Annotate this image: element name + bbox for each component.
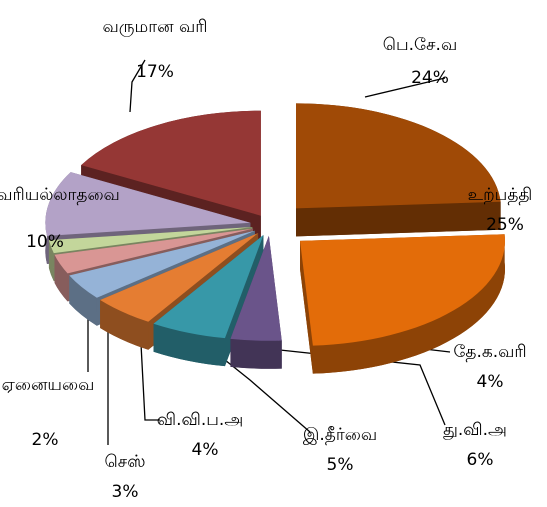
slice-side xyxy=(100,300,149,350)
slice-label: உற்பத்தி xyxy=(468,185,533,205)
slice-label: து.வி.அ xyxy=(443,420,507,440)
leader-line xyxy=(139,324,160,421)
value-label: 24% xyxy=(411,68,449,88)
slice-side xyxy=(296,201,501,237)
slice-label: வரியல்லாதவை xyxy=(0,185,120,205)
value-label: 10% xyxy=(26,232,64,252)
slice xyxy=(153,235,264,339)
slice-label: செஸ் xyxy=(105,452,146,472)
value-label: 4% xyxy=(192,440,219,460)
leader-line xyxy=(364,77,446,98)
slice xyxy=(48,227,253,254)
slice-side xyxy=(312,234,506,374)
slice xyxy=(100,233,259,322)
slice-side xyxy=(230,338,282,369)
slice xyxy=(296,103,501,209)
slice xyxy=(81,110,261,216)
slice xyxy=(69,230,255,298)
value-label: 2% xyxy=(32,430,59,450)
value-label: 6% xyxy=(467,450,494,470)
value-label: 5% xyxy=(327,455,354,475)
slice-side xyxy=(69,275,97,326)
slice-label: பெ.சே.வ xyxy=(383,35,457,55)
value-label: 25% xyxy=(486,215,524,235)
slice xyxy=(300,234,506,346)
slice-label: வி.வி.ப.அ xyxy=(157,410,243,430)
slice-side xyxy=(54,254,68,302)
value-label: 3% xyxy=(112,482,139,502)
slice xyxy=(54,228,254,274)
slice-label: ஏனையவை xyxy=(2,375,95,395)
value-label: 17% xyxy=(136,62,174,82)
value-label: 4% xyxy=(477,372,504,392)
slice-label: தே.க.வரி xyxy=(453,342,526,362)
pie xyxy=(45,103,506,374)
slice-label: இ.தீர்வை xyxy=(303,425,377,445)
slice-label: வருமான வரி xyxy=(103,17,208,37)
slice xyxy=(230,235,282,341)
slice-side xyxy=(153,323,225,367)
slice-side xyxy=(48,240,54,282)
slice-side xyxy=(300,240,313,374)
slice xyxy=(45,172,251,236)
leader-line xyxy=(129,59,146,113)
